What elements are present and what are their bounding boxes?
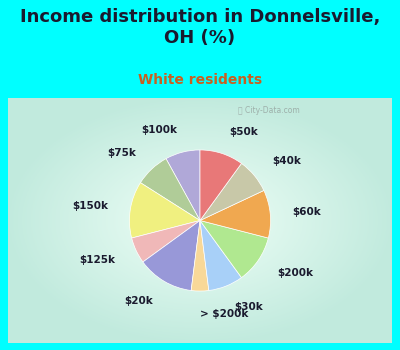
- Wedge shape: [200, 220, 268, 278]
- Text: $50k: $50k: [229, 127, 258, 137]
- Wedge shape: [200, 220, 242, 290]
- Text: ⓘ City-Data.com: ⓘ City-Data.com: [238, 106, 300, 115]
- Text: $100k: $100k: [141, 125, 177, 135]
- Wedge shape: [130, 183, 200, 238]
- Wedge shape: [200, 190, 270, 238]
- Text: $125k: $125k: [80, 255, 116, 265]
- Text: Income distribution in Donnelsville,
OH (%): Income distribution in Donnelsville, OH …: [20, 8, 380, 47]
- Text: $40k: $40k: [272, 156, 301, 166]
- Text: White residents: White residents: [138, 74, 262, 88]
- Wedge shape: [191, 220, 209, 291]
- Text: $150k: $150k: [72, 201, 108, 211]
- Text: $30k: $30k: [234, 302, 263, 312]
- Text: $200k: $200k: [277, 268, 313, 278]
- Wedge shape: [200, 163, 264, 220]
- Wedge shape: [143, 220, 200, 290]
- Wedge shape: [140, 159, 200, 220]
- Wedge shape: [200, 150, 242, 220]
- Wedge shape: [132, 220, 200, 262]
- Text: $60k: $60k: [293, 207, 322, 217]
- Text: $20k: $20k: [124, 296, 152, 306]
- Text: > $200k: > $200k: [200, 309, 248, 318]
- Text: $75k: $75k: [107, 148, 136, 158]
- Wedge shape: [166, 150, 200, 220]
